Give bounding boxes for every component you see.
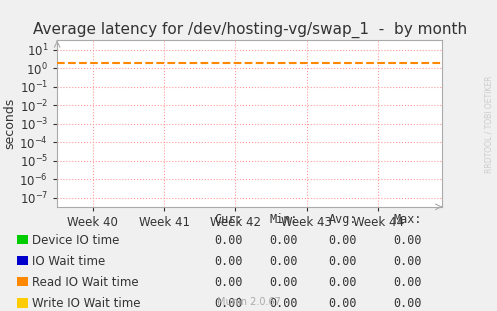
- Text: Write IO Wait time: Write IO Wait time: [32, 297, 141, 310]
- Text: 0.00: 0.00: [214, 297, 243, 310]
- Text: Munin 2.0.67: Munin 2.0.67: [217, 297, 280, 307]
- Text: 0.00: 0.00: [269, 276, 298, 289]
- Text: Max:: Max:: [393, 213, 422, 226]
- Text: 0.00: 0.00: [393, 276, 422, 289]
- Text: Device IO time: Device IO time: [32, 234, 120, 247]
- Text: 0.00: 0.00: [393, 297, 422, 310]
- Text: 0.00: 0.00: [329, 276, 357, 289]
- Text: RRDTOOL / TOBI OETIKER: RRDTOOL / TOBI OETIKER: [485, 76, 494, 173]
- Text: 0.00: 0.00: [329, 234, 357, 247]
- Text: 0.00: 0.00: [214, 276, 243, 289]
- Text: Avg:: Avg:: [329, 213, 357, 226]
- Text: 0.00: 0.00: [329, 297, 357, 310]
- Text: Read IO Wait time: Read IO Wait time: [32, 276, 139, 289]
- Title: Average latency for /dev/hosting-vg/swap_1  -  by month: Average latency for /dev/hosting-vg/swap…: [33, 21, 467, 38]
- Text: Cur:: Cur:: [214, 213, 243, 226]
- Text: IO Wait time: IO Wait time: [32, 255, 105, 268]
- Text: 0.00: 0.00: [214, 255, 243, 268]
- Text: 0.00: 0.00: [269, 234, 298, 247]
- Text: 0.00: 0.00: [393, 255, 422, 268]
- Text: Min:: Min:: [269, 213, 298, 226]
- Text: 0.00: 0.00: [329, 255, 357, 268]
- Text: 0.00: 0.00: [214, 234, 243, 247]
- Y-axis label: seconds: seconds: [3, 98, 16, 149]
- Text: 0.00: 0.00: [393, 234, 422, 247]
- Text: 0.00: 0.00: [269, 297, 298, 310]
- Text: 0.00: 0.00: [269, 255, 298, 268]
